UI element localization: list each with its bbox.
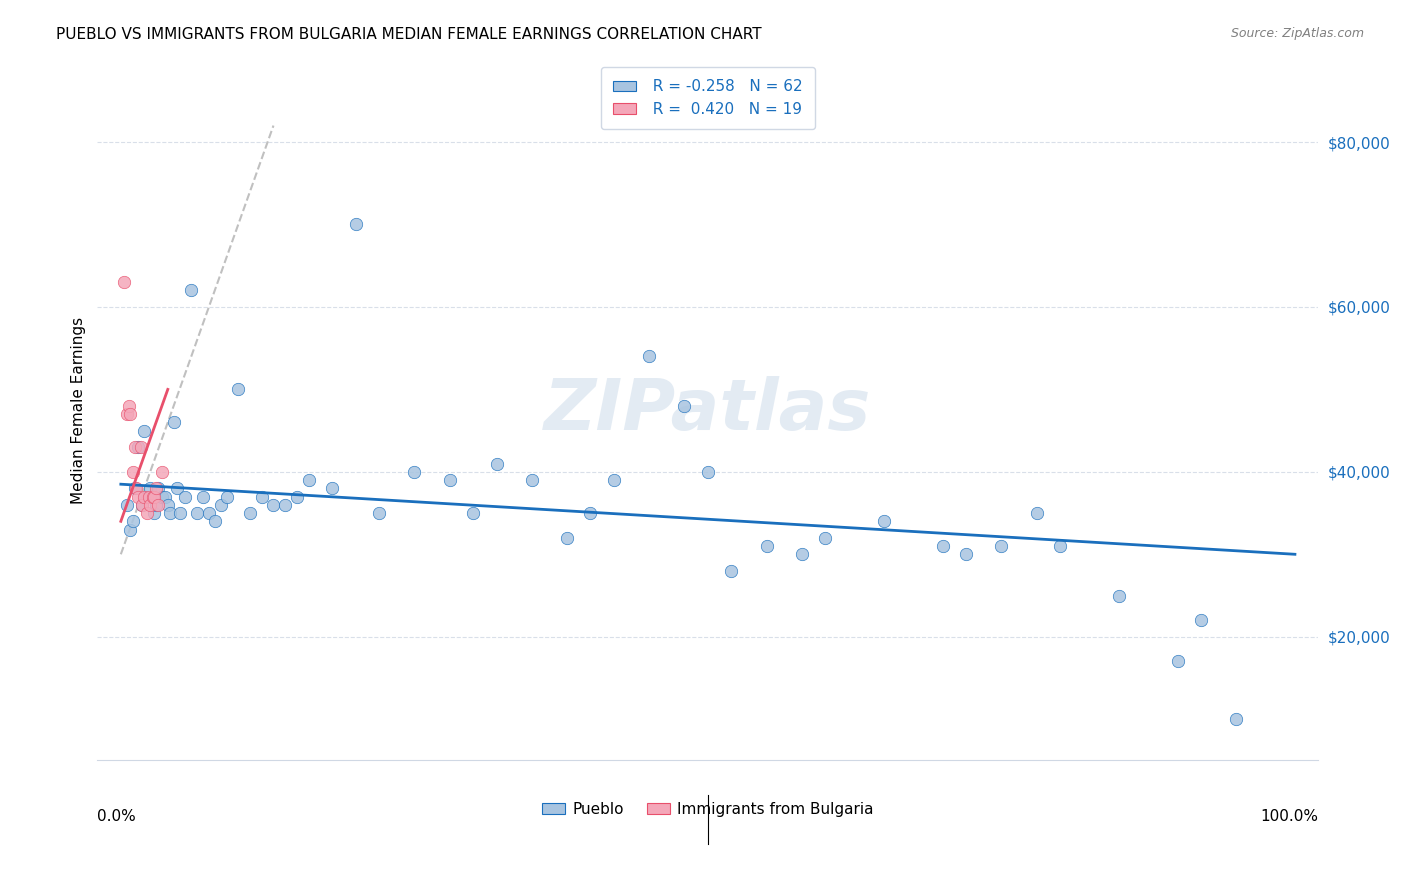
Point (125, 481, 148, 495)
Point (439, 473, 461, 487)
Point (121, 465, 143, 479)
Point (166, 481, 188, 495)
Point (118, 399, 141, 413)
Point (148, 498, 170, 512)
Point (673, 399, 696, 413)
Point (138, 490, 160, 504)
Text: 0.0%: 0.0% (97, 809, 136, 824)
Point (215, 490, 238, 504)
Point (204, 514, 226, 528)
Point (1189, 613, 1212, 627)
Point (250, 490, 273, 504)
Point (174, 490, 197, 504)
Point (155, 490, 177, 504)
Point (191, 490, 214, 504)
Legend: Pueblo, Immigrants from Bulgaria: Pueblo, Immigrants from Bulgaria (536, 796, 880, 822)
Point (120, 407, 142, 421)
Text: Source: ZipAtlas.com: Source: ZipAtlas.com (1230, 27, 1364, 40)
Point (120, 523, 142, 537)
Point (156, 498, 179, 512)
Point (121, 514, 143, 528)
Point (150, 465, 173, 479)
Point (145, 481, 167, 495)
Point (134, 424, 156, 438)
Point (274, 498, 297, 512)
Point (186, 506, 208, 520)
Point (115, 407, 138, 421)
Point (285, 490, 308, 504)
Point (129, 440, 152, 454)
Point (368, 506, 391, 520)
Point (520, 473, 543, 487)
Point (720, 564, 742, 578)
Point (131, 498, 153, 512)
Point (134, 490, 156, 504)
Point (163, 416, 186, 430)
Point (127, 490, 149, 504)
Point (124, 440, 146, 454)
Point (226, 383, 249, 397)
Point (135, 506, 157, 520)
Point (1166, 655, 1188, 669)
Text: ZIPatlas: ZIPatlas (544, 376, 872, 444)
Point (404, 465, 426, 479)
Point (127, 440, 149, 454)
Point (139, 498, 162, 512)
Point (344, 218, 367, 232)
Point (638, 350, 661, 364)
Point (145, 498, 167, 512)
Point (1025, 506, 1047, 520)
Point (755, 539, 778, 553)
Point (239, 506, 262, 520)
Point (955, 547, 977, 561)
Point (141, 490, 163, 504)
Point (112, 275, 135, 289)
Point (198, 506, 221, 520)
Point (579, 506, 602, 520)
Point (115, 498, 138, 512)
Point (124, 481, 146, 495)
Point (135, 490, 157, 504)
Point (180, 284, 202, 298)
Point (485, 457, 508, 471)
Point (814, 531, 837, 545)
Point (790, 547, 813, 561)
Point (139, 481, 162, 495)
Point (931, 539, 953, 553)
Point (461, 506, 484, 520)
Point (159, 506, 181, 520)
Point (131, 498, 153, 512)
Point (298, 473, 321, 487)
Point (148, 481, 170, 495)
Point (1225, 712, 1247, 726)
Text: 100.0%: 100.0% (1260, 809, 1319, 824)
Point (209, 498, 232, 512)
Point (696, 465, 718, 479)
Point (1049, 539, 1071, 553)
Text: PUEBLO VS IMMIGRANTS FROM BULGARIA MEDIAN FEMALE EARNINGS CORRELATION CHART: PUEBLO VS IMMIGRANTS FROM BULGARIA MEDIA… (56, 27, 762, 42)
Point (555, 531, 578, 545)
Point (990, 539, 1012, 553)
Point (169, 506, 191, 520)
Point (873, 514, 896, 528)
Point (142, 506, 165, 520)
Point (603, 473, 626, 487)
Point (142, 490, 165, 504)
Point (262, 498, 284, 512)
Point (1108, 589, 1130, 603)
Y-axis label: Median Female Earnings: Median Female Earnings (72, 317, 86, 504)
Point (150, 490, 173, 504)
Point (321, 481, 343, 495)
